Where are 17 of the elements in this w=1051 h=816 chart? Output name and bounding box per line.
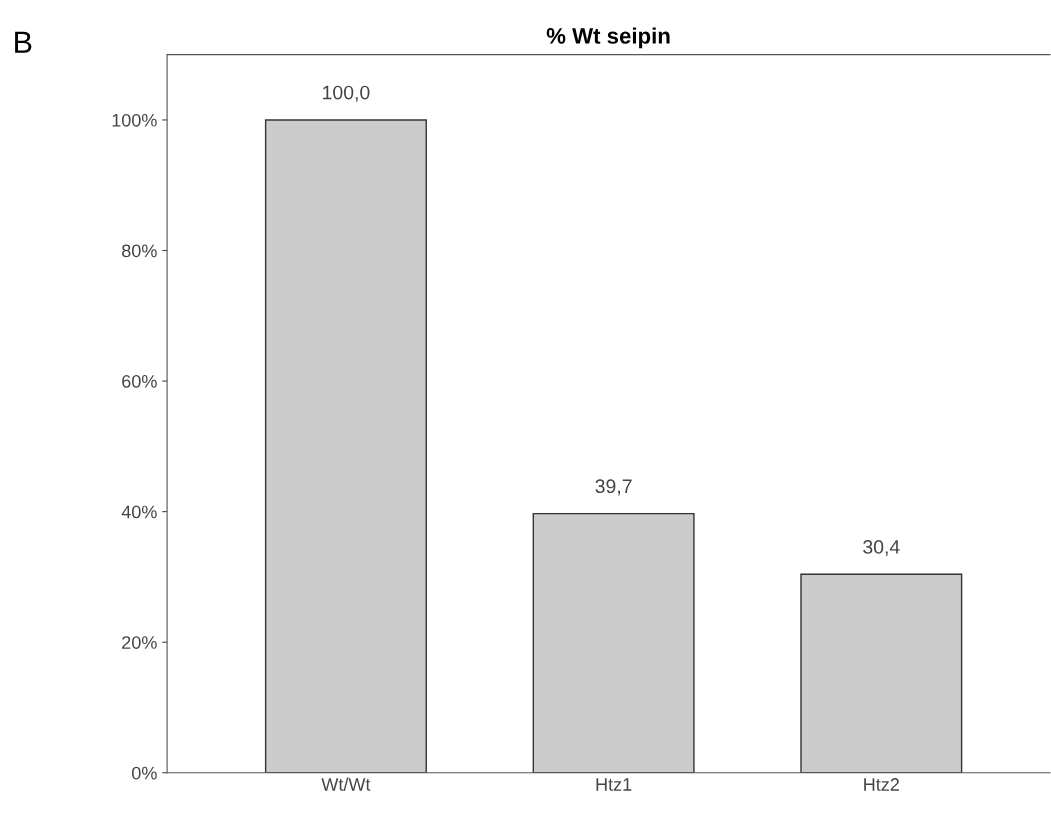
x-tick-label: Htz1 [596, 778, 632, 791]
text: B [15, 31, 32, 53]
bar [532, 512, 695, 773]
y-tick-label: 80% [122, 244, 157, 258]
y-tick-label: 100% [112, 113, 157, 127]
data-label: 30,4 [863, 540, 900, 557]
y-tick-label: 60% [122, 375, 157, 388]
y-tick-label: 20% [122, 636, 157, 649]
bar [264, 119, 427, 773]
data-label: 39,7 [595, 479, 632, 496]
bar [800, 573, 963, 773]
chart-title: % Wt seipin [546, 27, 670, 49]
y-tick-label: 40% [121, 505, 157, 519]
y-tick-label: 0% [132, 766, 157, 780]
data-label: 100,0 [323, 85, 370, 102]
x-tick-label: Htz2 [864, 778, 899, 791]
x-tick-label: Wt/Wt [321, 777, 371, 791]
